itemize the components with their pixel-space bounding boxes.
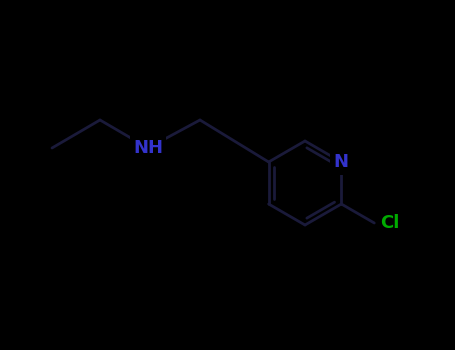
Text: Cl: Cl: [380, 214, 399, 232]
Text: NH: NH: [133, 139, 163, 157]
Text: N: N: [334, 153, 349, 171]
